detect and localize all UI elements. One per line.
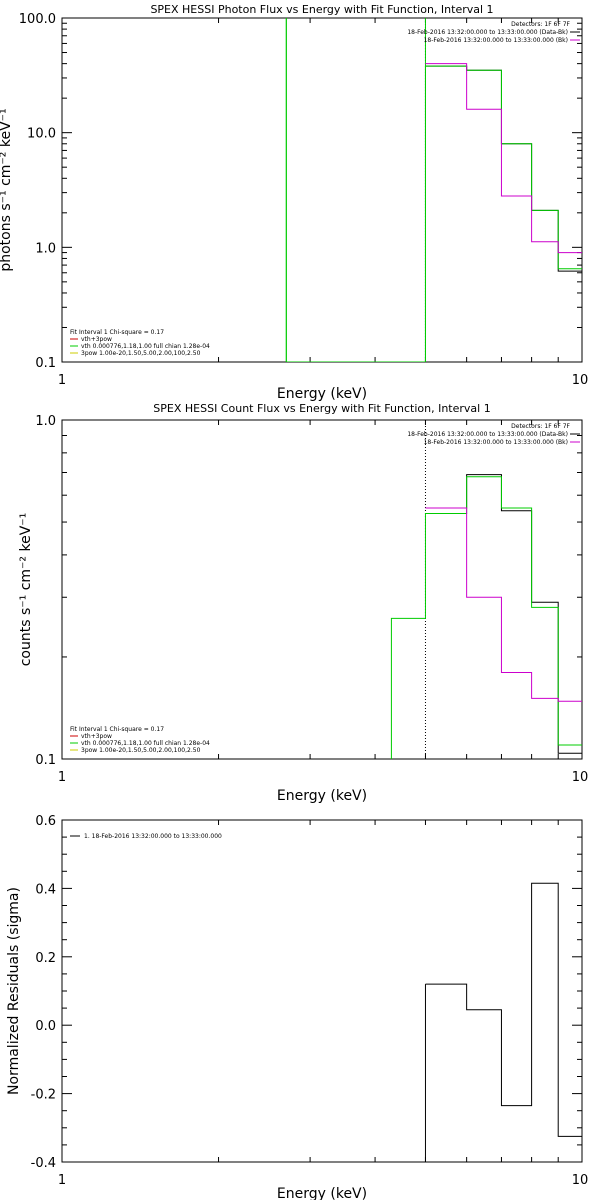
y-tick-label: -0.2 <box>31 1088 56 1103</box>
x-tick-label: 1 <box>58 373 66 388</box>
data-series-2 <box>390 476 582 759</box>
chart-title: SPEX HESSI Photon Flux vs Energy with Fi… <box>150 3 493 16</box>
legend-header: Detectors: 1F 6F 7F <box>511 423 570 430</box>
x-axis-label: Energy (keV) <box>277 788 367 804</box>
chart-title: SPEX HESSI Count Flux vs Energy with Fit… <box>153 402 490 415</box>
legend-entry: 18-Feb-2016 13:32:00.000 to 13:33:00.000… <box>407 29 568 36</box>
y-tick-label: 0.1 <box>35 356 56 371</box>
plot-frame <box>61 17 583 363</box>
x-tick-label: 10 <box>572 373 589 388</box>
x-tick-label: 1 <box>58 1173 66 1188</box>
legend-entry: 18-Feb-2016 13:32:00.000 to 13:33:00.000… <box>424 439 568 446</box>
legend-header: Detectors: 1F 6F 7F <box>511 21 570 28</box>
data-layer <box>425 882 582 1137</box>
y-tick-label: 0.1 <box>35 753 56 768</box>
y-tick-label: 1.0 <box>35 241 56 256</box>
x-axis-label: Energy (keV) <box>277 386 367 402</box>
data-series-3 <box>425 63 582 254</box>
y-tick-label: 0.4 <box>35 882 56 897</box>
x-tick-label: 10 <box>572 770 589 785</box>
y-tick-label: 10.0 <box>27 127 56 142</box>
legend-entry: 1. 18-Feb-2016 13:32:00.000 to 13:33:00.… <box>84 833 222 840</box>
y-tick-label: 0.6 <box>35 814 56 829</box>
chart-panel-3: 1 10 Energy (keV) -0.4 -0.2 0.0 0.2 0.4 0.6 Norma… <box>6 814 588 1200</box>
data-series-1 <box>425 882 582 1137</box>
legend-header: Fit Interval 1 Chi-square = 0.17 <box>70 726 164 733</box>
plot-frame <box>61 419 583 760</box>
data-layer <box>390 420 582 759</box>
y-tick-label: 1.0 <box>35 414 56 429</box>
legend-entry: vth 0.000776,1.18,1.00 full chian 1.28e-… <box>81 343 210 350</box>
y-axis-label: Normalized Residuals (sigma) <box>6 887 22 1095</box>
legend-header: Fit Interval 1 Chi-square = 0.17 <box>70 329 164 336</box>
legend-entry: vth+3pow <box>81 336 112 343</box>
y-tick-label: 0.0 <box>35 1019 56 1034</box>
legend-entry: 18-Feb-2016 13:32:00.000 to 13:33:00.000… <box>407 431 568 438</box>
plot-frame <box>61 819 583 1163</box>
chart-panel-2: SPEX HESSI Count Flux vs Energy with Fit… <box>18 402 588 804</box>
y-tick-label: -0.4 <box>31 1156 56 1171</box>
data-series-3 <box>425 507 582 702</box>
chart-panel-1: SPEX HESSI Photon Flux vs Energy with Fi… <box>0 3 588 402</box>
y-tick-label: 0.2 <box>35 951 56 966</box>
legend-entry: 3pow 1.00e-20,1.50,5.00,2.00,100,2.50 <box>81 350 201 357</box>
y-tick-label: 100.0 <box>19 12 56 27</box>
y-axis-label: counts s⁻¹ cm⁻² keV⁻¹ <box>18 513 34 667</box>
legend-entry: vth+3pow <box>81 733 112 740</box>
x-tick-label: 1 <box>58 770 66 785</box>
data-layer <box>285 18 582 362</box>
x-axis-label: Energy (keV) <box>277 1186 367 1200</box>
legend-entry: vth 0.000776,1.18,1.00 full chian 1.28e-… <box>81 740 210 747</box>
legend-entry: 3pow 1.00e-20,1.50,5.00,2.00,100,2.50 <box>81 747 201 754</box>
legend-entry: 18-Feb-2016 13:32:00.000 to 13:33:00.000… <box>424 37 568 44</box>
y-axis-label: photons s⁻¹ cm⁻² keV⁻¹ <box>0 108 14 271</box>
x-tick-label: 10 <box>572 1173 589 1188</box>
data-series-2 <box>285 18 582 362</box>
